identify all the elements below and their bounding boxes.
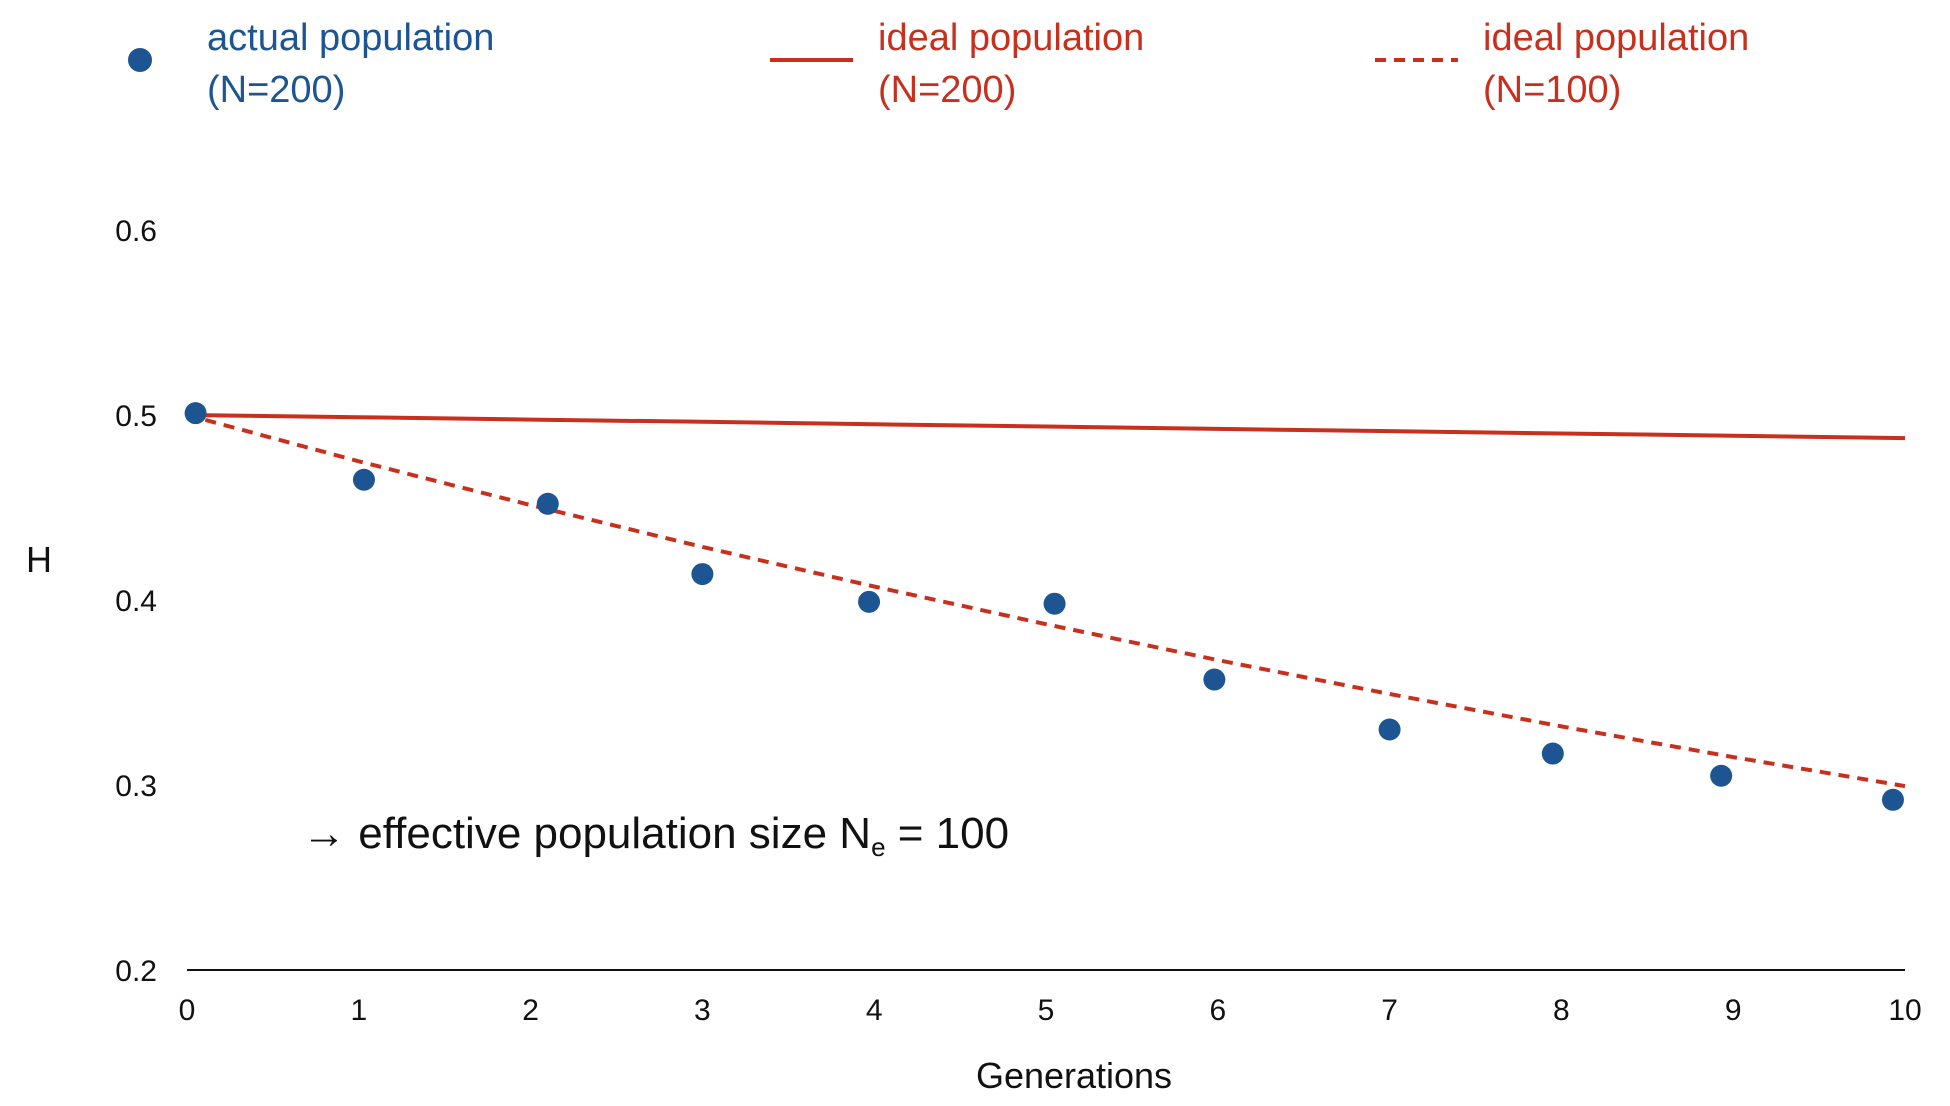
legend-item: actual population (N=200) [128, 17, 494, 111]
x-tick-label: 7 [1381, 994, 1398, 1027]
data-point [858, 590, 881, 613]
x-tick-label: 0 [179, 994, 196, 1027]
data-point [1881, 788, 1904, 811]
series-3 [186, 413, 1906, 789]
annotation-prefix: → effective population size N [302, 809, 871, 858]
legend-label: (N=100) [1483, 69, 1621, 111]
plot-area [184, 402, 1906, 811]
data-point [184, 402, 207, 425]
solid-series-line [186, 413, 1906, 441]
y-tick-label: 0.5 [115, 400, 157, 433]
legend-label: actual population [207, 17, 494, 59]
y-axis-title: H [26, 539, 52, 580]
legend-marker [128, 48, 152, 72]
y-axis: 0.2 0.3 0.4 0.5 0.6 [115, 215, 157, 988]
legend-item: ideal population (N=100) [1375, 17, 1749, 111]
y-tick-label: 0.4 [115, 585, 157, 618]
data-point [1710, 764, 1733, 787]
legend-label: ideal population [1483, 17, 1749, 59]
data-point [1043, 592, 1066, 615]
x-tick-label: 2 [522, 994, 539, 1027]
legend: actual population(N=200)ideal population… [128, 17, 1749, 111]
legend-label: (N=200) [878, 69, 1016, 111]
data-point [1203, 668, 1226, 691]
x-axis-title: Generations [976, 1055, 1172, 1096]
series-1 [184, 402, 1904, 811]
x-tick-label: 8 [1553, 994, 1570, 1027]
data-point [536, 492, 559, 515]
data-point [352, 468, 375, 491]
x-tick-label: 5 [1038, 994, 1055, 1027]
legend-label: ideal population [878, 17, 1144, 59]
x-axis: 0 1 2 3 4 5 6 7 8 9 10 [179, 969, 1922, 1027]
y-tick-label: 0.3 [115, 770, 157, 803]
x-tick-label: 6 [1209, 994, 1226, 1027]
data-point [1541, 742, 1564, 765]
x-tick-label: 4 [866, 994, 883, 1027]
annotation: → effective population size Ne = 100 [302, 809, 1009, 862]
annotation-subscript: e [871, 832, 885, 862]
data-point [691, 563, 714, 586]
series-2 [186, 413, 1906, 441]
legend-label: (N=200) [207, 69, 345, 111]
x-tick-label: 9 [1725, 994, 1742, 1027]
data-point [1378, 718, 1401, 741]
annotation-suffix: = 100 [886, 809, 1010, 858]
x-tick-label: 3 [694, 994, 711, 1027]
x-tick-label: 10 [1888, 994, 1921, 1027]
x-tick-label: 1 [350, 994, 367, 1027]
legend-item: ideal population (N=200) [770, 17, 1144, 111]
y-tick-label: 0.6 [115, 215, 157, 248]
dashed-series-line [186, 413, 1906, 789]
y-tick-label: 0.2 [115, 955, 157, 988]
